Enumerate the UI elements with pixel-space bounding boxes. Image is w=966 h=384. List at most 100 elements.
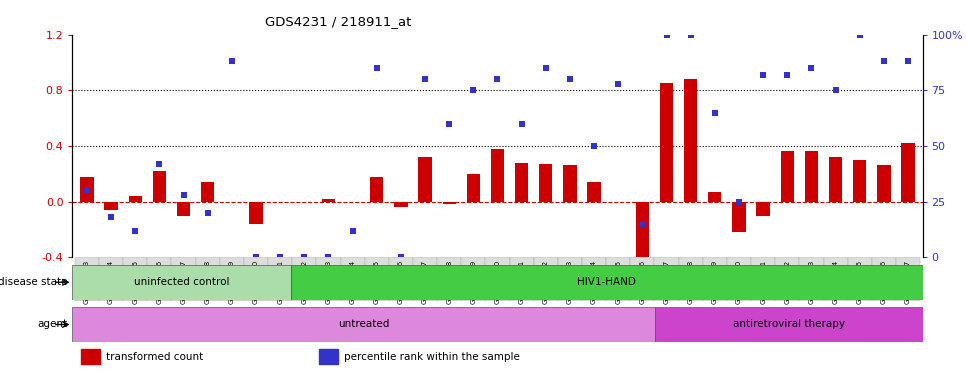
Bar (848, 257, 871, 301)
Bar (418, 157, 432, 202)
Text: GSM697501: GSM697501 (519, 260, 525, 304)
Text: GSM697511: GSM697511 (760, 260, 766, 304)
Point (900, 58, 916, 65)
Bar (702, 257, 726, 301)
Bar (341, 257, 365, 301)
Bar (81, 349, 99, 364)
Bar (177, 202, 190, 215)
Bar (539, 164, 553, 202)
Text: GSM697493: GSM697493 (326, 260, 331, 304)
Text: GSM697498: GSM697498 (446, 260, 452, 304)
Bar (752, 257, 776, 301)
Text: agent: agent (38, 319, 68, 329)
Bar (896, 257, 920, 301)
Text: HIV1-HAND: HIV1-HAND (578, 277, 637, 287)
Text: GSM697517: GSM697517 (905, 260, 911, 304)
Bar (249, 202, 263, 224)
Text: untreated: untreated (338, 319, 389, 329)
Bar (775, 257, 799, 301)
Point (755, 71, 771, 78)
Point (538, 65, 554, 71)
Text: GSM697506: GSM697506 (639, 260, 645, 304)
Bar (201, 182, 214, 202)
Text: GSM697503: GSM697503 (567, 260, 573, 304)
Bar (655, 307, 923, 342)
Point (441, 121, 457, 127)
Text: GSM697516: GSM697516 (881, 260, 887, 304)
Bar (491, 149, 504, 202)
Text: transformed count: transformed count (106, 352, 204, 362)
Bar (829, 157, 842, 202)
Bar (243, 257, 269, 301)
Text: GSM697499: GSM697499 (470, 260, 476, 304)
Bar (394, 202, 408, 207)
Bar (727, 257, 752, 301)
Text: percentile rank within the sample: percentile rank within the sample (345, 352, 521, 362)
Text: GSM697500: GSM697500 (495, 260, 500, 304)
Bar (533, 257, 557, 301)
Point (200, 210, 215, 216)
Bar (72, 265, 291, 300)
Point (514, 121, 529, 127)
Text: GSM697489: GSM697489 (229, 260, 235, 304)
Bar (291, 265, 923, 300)
Bar (877, 166, 891, 202)
Bar (292, 257, 316, 301)
Bar (365, 257, 388, 301)
Bar (104, 202, 118, 210)
Text: GSM697485: GSM697485 (132, 260, 138, 304)
Text: GSM697509: GSM697509 (712, 260, 718, 304)
Point (393, 254, 409, 260)
Bar (442, 202, 456, 204)
Bar (220, 257, 243, 301)
Bar (660, 83, 673, 202)
Text: GSM697484: GSM697484 (108, 260, 114, 304)
Bar (80, 177, 94, 202)
Bar (607, 257, 630, 301)
Text: GSM697514: GSM697514 (833, 260, 838, 304)
Text: GSM697507: GSM697507 (664, 260, 669, 304)
Point (635, 221, 650, 227)
Text: GSM697505: GSM697505 (615, 260, 621, 304)
Text: GSM697490: GSM697490 (253, 260, 259, 304)
Bar (708, 192, 722, 202)
Point (466, 87, 481, 93)
Point (683, 31, 698, 38)
Point (321, 254, 336, 260)
Point (586, 143, 602, 149)
Text: antiretroviral therapy: antiretroviral therapy (733, 319, 845, 329)
Bar (631, 257, 655, 301)
Text: GSM697495: GSM697495 (374, 260, 380, 304)
Bar (563, 166, 577, 202)
Text: GSM697508: GSM697508 (688, 260, 694, 304)
Text: GSM697504: GSM697504 (591, 260, 597, 304)
Text: GSM697483: GSM697483 (84, 260, 90, 304)
Bar (128, 196, 142, 202)
Text: GSM697492: GSM697492 (301, 260, 307, 304)
Bar (388, 257, 413, 301)
Point (152, 161, 167, 167)
Point (876, 58, 892, 65)
Bar (587, 182, 601, 202)
Text: GDS4231 / 218911_at: GDS4231 / 218911_at (265, 15, 412, 28)
Bar (467, 174, 480, 202)
Point (490, 76, 505, 82)
Bar (72, 307, 655, 342)
Bar (823, 257, 848, 301)
Bar (678, 257, 703, 301)
Point (176, 192, 191, 198)
Point (272, 254, 288, 260)
Bar (153, 171, 166, 202)
Point (562, 76, 578, 82)
Point (804, 65, 819, 71)
Point (345, 227, 360, 233)
Text: disease state: disease state (0, 277, 68, 287)
Text: GSM697496: GSM697496 (398, 260, 404, 304)
Bar (515, 163, 528, 202)
Bar (75, 257, 99, 301)
Bar (99, 257, 124, 301)
Bar (370, 177, 384, 202)
Text: GSM697510: GSM697510 (736, 260, 742, 304)
Point (731, 199, 747, 205)
Bar (462, 257, 485, 301)
